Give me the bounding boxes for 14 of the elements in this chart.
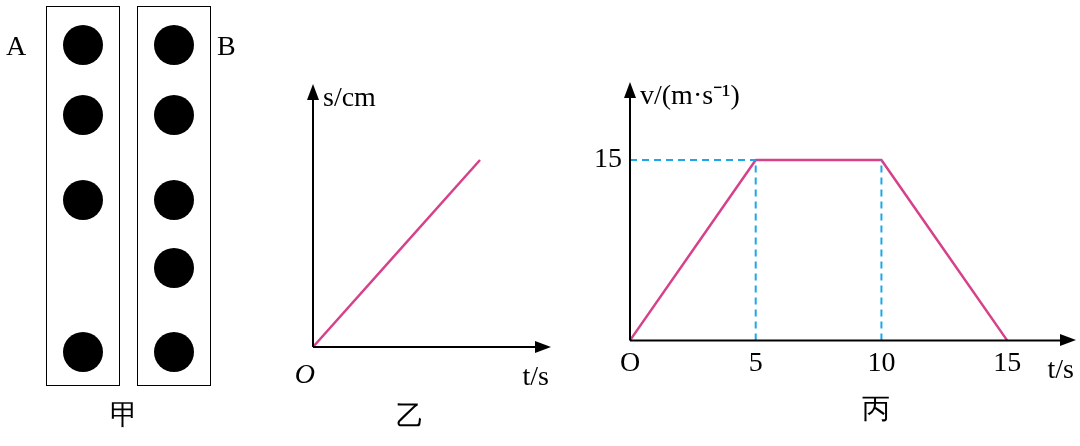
y-axis-title: s/cm xyxy=(323,81,377,112)
text: 15 xyxy=(594,142,622,174)
x-axis-title: t/s xyxy=(1047,353,1074,385)
text: 乙 xyxy=(396,400,424,431)
text: 丙 xyxy=(862,393,890,425)
x-tick-label: 10 xyxy=(867,345,896,377)
text: B xyxy=(217,30,236,62)
x-tick-label: 5 xyxy=(748,345,763,377)
y-axis-title: v/(m·s⁻¹) xyxy=(640,79,740,111)
x-axis-title: t/s xyxy=(522,360,549,391)
x-tick-label: O xyxy=(619,345,641,377)
text: A xyxy=(6,30,27,62)
text: 甲 xyxy=(110,398,138,432)
x-tick-label: 15 xyxy=(993,345,1022,377)
